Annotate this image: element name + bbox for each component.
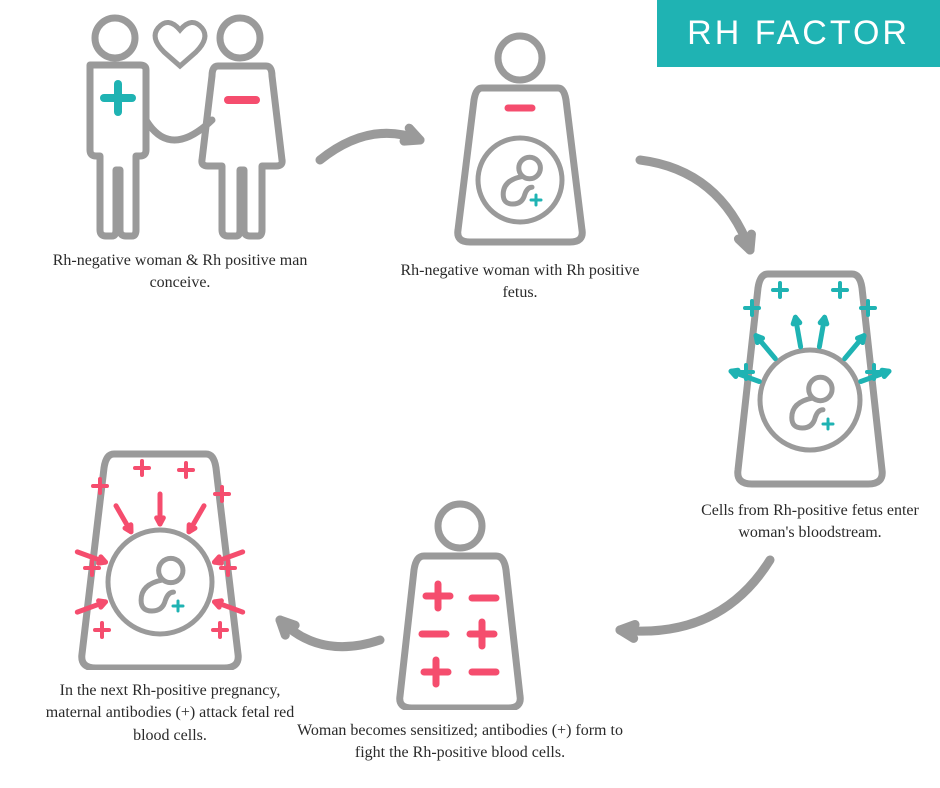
pregnant-woman-icon — [400, 30, 640, 250]
stage-3-caption: Cells from Rh-positive fetus enter woman… — [690, 500, 930, 545]
antibodies-attack-icon — [30, 440, 290, 670]
sensitized-woman-icon — [360, 500, 560, 710]
stage-5-caption: In the next Rh-positive pregnancy, mater… — [30, 680, 310, 747]
stage-2-caption: Rh-negative woman with Rh positive fetus… — [400, 260, 640, 305]
stage-5-attack: In the next Rh-positive pregnancy, mater… — [30, 440, 310, 747]
title-banner: RH FACTOR — [657, 0, 940, 67]
title-text: RH FACTOR — [687, 14, 910, 52]
stage-4-sensitized: Woman becomes sensitized; antibodies (+)… — [360, 500, 660, 765]
stage-1-couple: Rh-negative woman & Rh positive man conc… — [40, 10, 320, 295]
cells-enter-icon — [690, 260, 930, 490]
stage-3-cells-enter: Cells from Rh-positive fetus enter woman… — [690, 260, 930, 545]
couple-icon — [40, 10, 320, 240]
stage-2-pregnant: Rh-negative woman with Rh positive fetus… — [400, 30, 640, 305]
stage-4-caption: Woman becomes sensitized; antibodies (+)… — [295, 720, 625, 765]
stage-1-caption: Rh-negative woman & Rh positive man conc… — [40, 250, 320, 295]
